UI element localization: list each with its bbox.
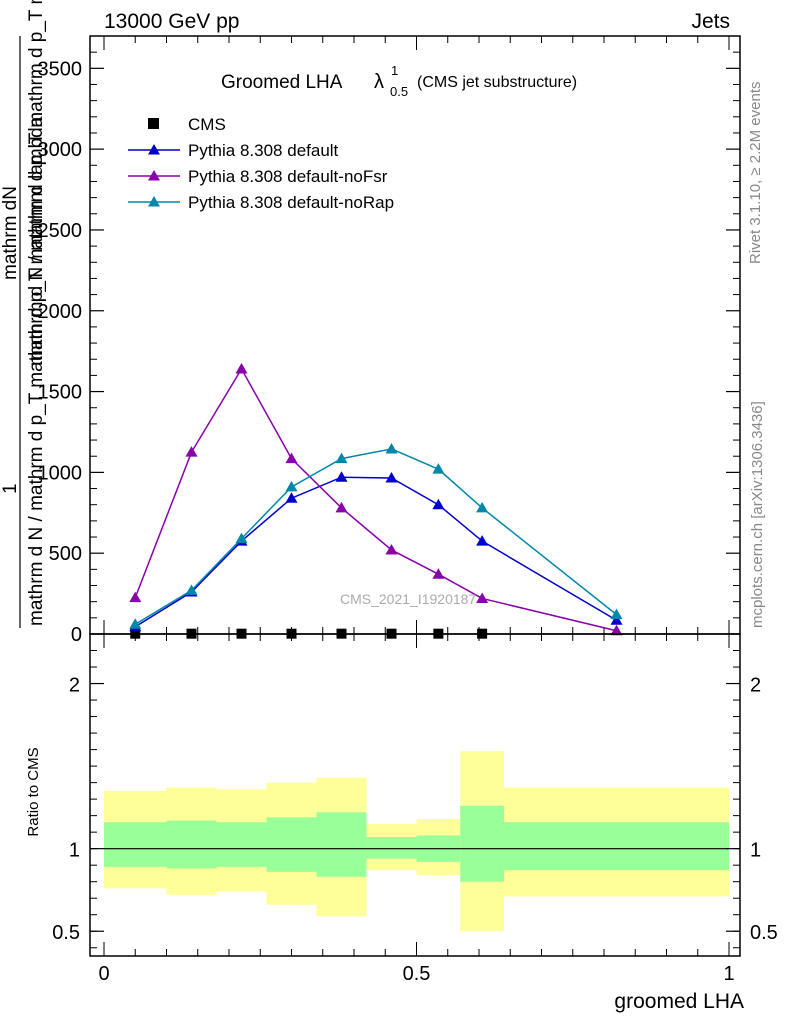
x-axis-label: groomed LHA (614, 990, 744, 1013)
ratio-axis-ticks: 0.5 0.5 1 1 2 2 0 0.5 1 (52, 634, 778, 985)
legend-marker-triangle (148, 144, 160, 155)
series-3 (129, 442, 623, 629)
main-ytick-label: 1500 (38, 382, 83, 404)
series-point (610, 608, 623, 620)
series-point (185, 584, 198, 595)
analysis-watermark: CMS_2021_I1920187 (340, 591, 476, 607)
series-2 (129, 362, 623, 636)
chart-title-sup: 1 (391, 63, 398, 78)
series-point (285, 480, 298, 492)
legend-label: Pythia 8.308 default-noFsr (188, 167, 388, 186)
legend-label: Pythia 8.308 default-noRap (188, 193, 394, 212)
ratio-ytick-label-right: 0.5 (750, 922, 778, 944)
ratio-band-green (104, 822, 167, 867)
legend-marker-triangle (148, 196, 160, 207)
ratio-band-green (266, 817, 317, 872)
chart-title-sub: 0.5 (390, 84, 408, 99)
series-point (432, 463, 445, 474)
side-rivet: Rivet 3.1.10, ≥ 2.2M events (747, 82, 764, 265)
series-point (476, 535, 489, 546)
main-ytick-label: 2000 (38, 301, 83, 323)
ylabel-line1: mathrm d N / mathrm d p_T mathrm d p_T m… (26, 0, 47, 366)
chart-title-symbol: λ (374, 71, 384, 93)
ratio-frame (89, 633, 741, 957)
ratio-band-green (216, 822, 267, 867)
chart-title: Groomed LHA (221, 72, 343, 93)
series-point (285, 452, 298, 464)
legend-marker-triangle (148, 170, 160, 181)
chart-title-note: (CMS jet substructure) (417, 74, 577, 91)
series-1 (129, 471, 623, 632)
main-ylabel: mathrm d N / mathrm d p_T mathrm d p_T m… (0, 0, 47, 628)
ylabel-denominator: mathrm d N / mathrm d p_T mathrm d p_T m… (26, 116, 47, 626)
main-ytick-label: 0 (71, 624, 82, 646)
legend: CMS Pythia 8.308 default Pythia 8.308 defa… (128, 115, 394, 212)
ratio-band-green (366, 837, 417, 859)
ratio-panel: 0.5 0.5 1 1 2 2 0 0.5 1 Ratio to CMS groomed LHA (25, 633, 778, 1013)
ratio-ytick-label: 2 (69, 675, 80, 697)
main-ytick-label: 2500 (38, 220, 83, 242)
series-point (335, 452, 348, 464)
ylabel-numerator: 1 (0, 483, 21, 494)
series-point (476, 501, 489, 513)
main-ytick-label: 1000 (38, 462, 83, 484)
series-point (235, 532, 248, 544)
xtick-label: 0.5 (403, 963, 431, 985)
side-mcplots: mcplots.cern.ch [arXiv:1306.3436] (749, 401, 766, 628)
legend-label: CMS (188, 115, 226, 134)
series-point (285, 492, 298, 503)
series-point (385, 543, 398, 555)
series-point (335, 501, 348, 513)
ylabel-line2: mathrm dN (0, 186, 21, 280)
main-axis-ticks: 0 500 1000 1500 2000 2500 3000 3500 (38, 35, 740, 646)
ratio-ytick-label-right: 1 (750, 840, 761, 862)
series-point (385, 442, 398, 454)
xtick-label: 0 (98, 963, 109, 985)
series-point (385, 472, 398, 483)
main-ytick-label: 3000 (38, 139, 83, 161)
ratio-ytick-label: 1 (69, 840, 80, 862)
series-point (129, 591, 142, 603)
header-left: 13000 GeV pp (104, 10, 239, 33)
main-ytick-label: 500 (49, 543, 82, 565)
ratio-band-green (460, 805, 504, 882)
series-point (185, 446, 198, 457)
ratio-ytick-label: 0.5 (52, 922, 80, 944)
series-point (610, 614, 623, 625)
legend-marker-square (148, 118, 159, 129)
main-panel: 0 500 1000 1500 2000 2500 3000 3500 Groomed LHA… (0, 0, 741, 646)
legend-label: Pythia 8.308 default (188, 141, 339, 160)
ratio-band-green (166, 820, 217, 869)
series-point (610, 624, 623, 636)
ratio-ylabel: Ratio to CMS (25, 747, 42, 836)
series-point (129, 618, 142, 629)
main-ytick-label: 3500 (38, 58, 83, 80)
header-right: Jets (691, 10, 730, 33)
series-point (432, 498, 445, 510)
series-point (476, 592, 489, 603)
series-point (235, 362, 248, 374)
ratio-bands (104, 751, 729, 932)
xtick-label: 1 (723, 963, 734, 985)
ratio-ytick-label-right: 2 (750, 675, 761, 697)
ratio-band-green (316, 812, 367, 877)
series-point (335, 471, 348, 482)
series-point (432, 568, 445, 579)
ratio-band-green (504, 822, 729, 871)
chart-title-main: Groomed LHA (221, 72, 343, 93)
